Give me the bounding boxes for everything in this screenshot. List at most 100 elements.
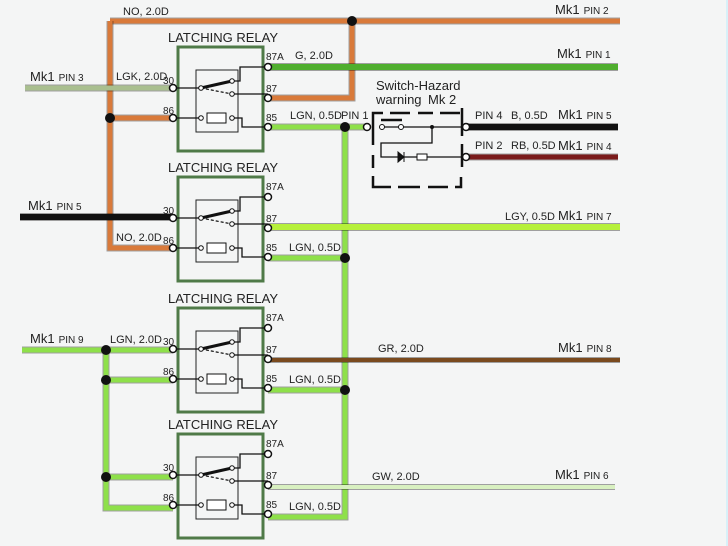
pin-87a-label: 87A	[266, 182, 284, 193]
connector-pin: PIN 5	[587, 111, 612, 122]
connector-pin: PIN 8	[587, 344, 612, 355]
wire-label-lgn4: LGN, 0.5D	[289, 501, 341, 513]
switch-mk: Mk 2	[428, 92, 456, 107]
relay-contact	[229, 376, 235, 382]
pin-87-label: 87	[266, 471, 278, 482]
pin-30-label: 30	[163, 463, 175, 474]
latching-relay-3	[168, 306, 273, 414]
wire-label-no_top: NO, 2.0D	[123, 6, 169, 18]
connector-label: Mk1 PIN 3	[30, 69, 84, 84]
connector-label: Mk1 PIN 4	[558, 138, 612, 153]
relay-title: LATCHING RELAY	[168, 160, 278, 175]
relay-contact	[229, 502, 235, 508]
relay-contact	[198, 472, 204, 478]
connector-label: Mk1 PIN 9	[30, 331, 84, 346]
relay-switch-dashed	[200, 87, 233, 95]
switch-terminal-pin1	[362, 122, 372, 132]
wire-lgn-in-bus	[103, 350, 173, 511]
relay-coil	[206, 499, 227, 511]
switch-subtitle: warning	[375, 92, 422, 107]
relay-switch-arm	[200, 466, 233, 477]
relay-terminal	[168, 374, 178, 384]
relay-contact	[229, 91, 235, 97]
wire-label-lgn2: LGN, 0.5D	[289, 242, 341, 254]
pin-87-label: 87	[266, 345, 278, 356]
relay-contact	[198, 346, 204, 352]
connector-mk: Mk1	[28, 198, 53, 213]
pin-87a-label: 87A	[266, 52, 284, 63]
relays	[168, 45, 273, 540]
connector-label: Mk1 PIN 8	[558, 340, 612, 355]
pin-30-label: 30	[163, 337, 175, 348]
hazard-switch: Switch-Hazard warning Mk 2	[371, 78, 464, 189]
connector-pin: PIN 1	[586, 50, 611, 61]
relay-contact	[198, 115, 204, 121]
relay-coil	[206, 112, 227, 124]
junction-dot	[101, 345, 111, 355]
pin-30-label: 30	[163, 76, 175, 87]
pin-87-label: 87	[266, 214, 278, 225]
pin-86-label: 86	[163, 106, 175, 117]
wire-label-b: B, 0.5D	[511, 110, 548, 122]
relay-switch-dashed	[200, 217, 233, 225]
relay-title: LATCHING RELAY	[168, 30, 278, 45]
relay-terminal	[263, 122, 273, 132]
pin-85-label: 85	[266, 243, 278, 254]
relay-switch-dashed	[200, 348, 233, 356]
relay-terminal	[168, 470, 178, 480]
relay-terminal	[168, 344, 178, 354]
pin-86-label: 86	[163, 236, 175, 247]
wire-label-pin4: PIN 4	[475, 110, 503, 122]
relay-contact	[198, 376, 204, 382]
pin-85-label: 85	[266, 113, 278, 124]
junction-dot	[105, 113, 115, 123]
connector-pin: PIN 4	[587, 142, 612, 153]
relay-terminal	[263, 323, 273, 333]
relay-terminal	[263, 509, 273, 519]
relay-internal-wiring	[173, 66, 268, 128]
relay-terminal	[168, 113, 178, 123]
pin-30-label: 30	[163, 206, 175, 217]
connector-label: Mk1 PIN 5	[28, 198, 82, 213]
relay-contact	[229, 352, 235, 358]
wire-label-pin1: PIN 1	[341, 110, 369, 122]
connector-mk: Mk1	[555, 467, 580, 482]
switch-terminal-pin4	[461, 122, 471, 132]
relay-box	[176, 45, 265, 153]
wire-label-gr: GR, 2.0D	[378, 343, 424, 355]
connector-mk: Mk1	[555, 2, 580, 17]
connector-label: Mk1 PIN 5	[558, 107, 612, 122]
wire-label-no_2: NO, 2.0D	[116, 232, 162, 244]
relay-contact	[229, 221, 235, 227]
relay-internal-wiring	[173, 196, 268, 258]
pin-87a-label: 87A	[266, 313, 284, 324]
relay-terminal	[263, 62, 273, 72]
connector-pin: PIN 9	[59, 335, 84, 346]
labels: LATCHING RELAY 30 86 87A 87 85 LATCHING RELAY 3…	[28, 2, 612, 513]
connector-mk: Mk1	[557, 46, 582, 61]
connector-mk: Mk1	[558, 107, 583, 122]
relay-contact	[229, 245, 235, 251]
relay-coil	[206, 242, 227, 254]
wire-label-lgk: LGK, 2.0D	[116, 71, 167, 83]
connector-mk: Mk1	[30, 331, 55, 346]
wire-label-lgn1: LGN, 0.5D	[290, 110, 342, 122]
connector-pin: PIN 7	[587, 212, 612, 223]
relay-coil	[206, 373, 227, 385]
connector-label: Mk1 PIN 6	[555, 467, 609, 482]
pin-86-label: 86	[163, 493, 175, 504]
relay-contact	[229, 478, 235, 484]
pin-85-label: 85	[266, 500, 278, 511]
junction-dot	[347, 16, 357, 26]
connector-mk: Mk1	[558, 208, 583, 223]
connector-pin: PIN 5	[57, 202, 82, 213]
latching-relay-4	[168, 432, 273, 540]
relay-terminal	[263, 192, 273, 202]
pin-85-label: 85	[266, 374, 278, 385]
wire-relay1-87	[268, 21, 355, 101]
wire-label-rb: RB, 0.5D	[511, 140, 556, 152]
wire-label-lgy: LGY, 0.5D	[505, 211, 555, 223]
relay-switch-arm	[200, 79, 233, 90]
